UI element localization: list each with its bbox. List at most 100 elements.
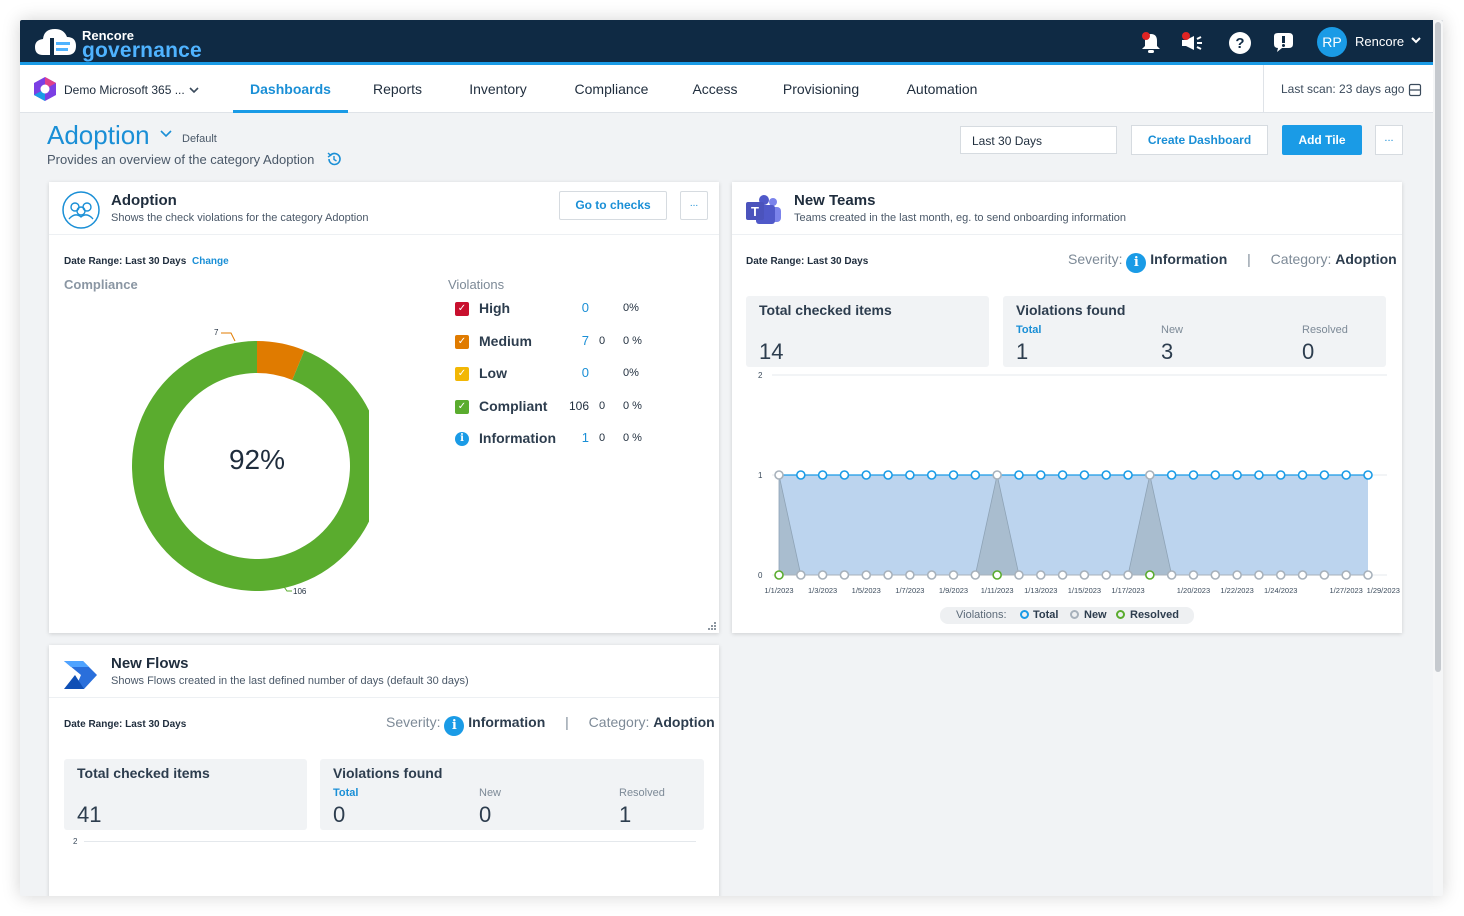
baseline-point[interactable] xyxy=(1101,570,1112,580)
severity-checkbox-icon[interactable]: ✓ xyxy=(455,367,469,381)
baseline-point[interactable] xyxy=(1210,570,1221,580)
baseline-point[interactable] xyxy=(992,570,1002,580)
create-dashboard-button[interactable]: Create Dashboard xyxy=(1131,125,1268,155)
total-point[interactable] xyxy=(1057,470,1068,480)
violation-count[interactable]: 0 xyxy=(581,300,589,315)
total-point[interactable] xyxy=(1210,470,1221,480)
change-date-link[interactable]: Change xyxy=(192,256,229,267)
baseline-point[interactable] xyxy=(1363,570,1373,580)
baseline-point[interactable] xyxy=(926,570,937,580)
date-range-select[interactable]: Last 30 Days xyxy=(960,126,1117,154)
history-icon[interactable] xyxy=(326,151,342,167)
baseline-point[interactable] xyxy=(774,570,784,580)
total-point[interactable] xyxy=(1341,470,1351,480)
total-point[interactable] xyxy=(970,470,981,480)
chevron-down-icon[interactable] xyxy=(159,128,173,140)
baseline-point[interactable] xyxy=(1123,570,1133,580)
baseline-point[interactable] xyxy=(948,570,959,580)
baseline-point[interactable] xyxy=(861,570,872,580)
baseline-point[interactable] xyxy=(1188,570,1199,580)
violation-row-high[interactable]: ✓ High 0 0% xyxy=(455,300,695,320)
tab-reports[interactable]: Reports xyxy=(372,81,423,97)
baseline-point[interactable] xyxy=(970,570,981,580)
violation-count[interactable]: 0 xyxy=(581,365,589,380)
total-point[interactable] xyxy=(1014,470,1024,480)
total-point[interactable] xyxy=(1035,470,1046,480)
baseline-point[interactable] xyxy=(1275,570,1286,580)
baseline-point[interactable] xyxy=(1145,570,1155,580)
resize-handle-icon[interactable] xyxy=(707,621,717,631)
tenant-selector[interactable]: Demo Microsoft 365 ... xyxy=(32,75,202,103)
violation-row-information[interactable]: i Information 1 0 0 % xyxy=(455,430,695,450)
baseline-point[interactable] xyxy=(1079,570,1090,580)
total-point[interactable] xyxy=(1145,470,1155,480)
total-point[interactable] xyxy=(1297,470,1308,480)
legend-resolved[interactable]: Resolved xyxy=(1130,609,1179,621)
baseline-point[interactable] xyxy=(1341,570,1351,580)
scrollbar-thumb[interactable] xyxy=(1435,22,1441,672)
total-point[interactable] xyxy=(1319,470,1330,480)
baseline-point[interactable] xyxy=(1014,570,1024,580)
severity-checkbox-icon[interactable]: ✓ xyxy=(455,302,469,316)
total-point[interactable] xyxy=(861,470,872,480)
tile-more-button[interactable]: ... xyxy=(680,191,708,220)
bell-icon[interactable] xyxy=(1138,30,1164,56)
user-name[interactable]: Rencore xyxy=(1355,34,1405,49)
severity-checkbox-icon[interactable]: ✓ xyxy=(455,400,469,414)
total-point[interactable] xyxy=(1166,470,1177,480)
baseline-point[interactable] xyxy=(839,570,850,580)
total-point[interactable] xyxy=(992,470,1002,480)
info-icon[interactable]: i xyxy=(455,432,469,446)
severity-checkbox-icon[interactable]: ✓ xyxy=(455,335,469,349)
baseline-point[interactable] xyxy=(1057,570,1068,580)
baseline-point[interactable] xyxy=(905,570,915,580)
baseline-point[interactable] xyxy=(796,570,806,580)
violation-row-compliant[interactable]: ✓ Compliant 106 0 0 % xyxy=(455,398,695,418)
page-scrollbar[interactable] xyxy=(1433,20,1443,896)
avatar[interactable]: RP xyxy=(1317,27,1347,57)
baseline-point[interactable] xyxy=(1319,570,1330,580)
tab-dashboards[interactable]: Dashboards xyxy=(233,65,348,113)
total-point[interactable] xyxy=(1101,470,1112,480)
total-point[interactable] xyxy=(1188,470,1199,480)
baseline-point[interactable] xyxy=(1254,570,1264,580)
tab-inventory[interactable]: Inventory xyxy=(469,81,527,97)
violation-row-medium[interactable]: ✓ Medium 7 0 0 % xyxy=(455,333,695,353)
legend-total[interactable]: Total xyxy=(1033,609,1059,621)
total-point[interactable] xyxy=(1123,470,1133,480)
baseline-point[interactable] xyxy=(1035,570,1046,580)
total-point[interactable] xyxy=(1275,470,1286,480)
total-point[interactable] xyxy=(1232,470,1242,480)
page-more-button[interactable]: ... xyxy=(1375,125,1403,155)
baseline-point[interactable] xyxy=(1297,570,1308,580)
tab-access[interactable]: Access xyxy=(692,81,738,97)
megaphone-icon[interactable] xyxy=(1180,30,1206,56)
total-point[interactable] xyxy=(948,470,959,480)
add-tile-button[interactable]: Add Tile xyxy=(1282,125,1362,155)
total-point[interactable] xyxy=(1079,470,1090,480)
total-point[interactable] xyxy=(926,470,937,480)
donut-slice-medium[interactable] xyxy=(257,341,305,380)
go-to-checks-button[interactable]: Go to checks xyxy=(559,191,667,220)
tab-compliance[interactable]: Compliance xyxy=(574,81,649,97)
baseline-point[interactable] xyxy=(817,570,828,580)
total-point[interactable] xyxy=(905,470,915,480)
total-point[interactable] xyxy=(1254,470,1264,480)
violation-row-low[interactable]: ✓ Low 0 0% xyxy=(455,365,695,385)
total-point[interactable] xyxy=(1363,470,1373,480)
violation-count[interactable]: 1 xyxy=(581,430,589,445)
total-point[interactable] xyxy=(839,470,850,480)
legend-new[interactable]: New xyxy=(1084,609,1107,621)
tab-provisioning[interactable]: Provisioning xyxy=(782,81,860,97)
chat-icon[interactable] xyxy=(1270,30,1296,56)
baseline-point[interactable] xyxy=(1166,570,1177,580)
total-point[interactable] xyxy=(774,470,784,480)
help-icon[interactable]: ? xyxy=(1227,30,1253,56)
tab-automation[interactable]: Automation xyxy=(906,81,978,97)
baseline-point[interactable] xyxy=(1232,570,1242,580)
violation-count[interactable]: 106 xyxy=(568,399,589,413)
total-point[interactable] xyxy=(883,470,893,480)
violation-count[interactable]: 7 xyxy=(581,333,589,348)
baseline-point[interactable] xyxy=(883,570,893,580)
chevron-down-icon[interactable] xyxy=(1410,34,1422,46)
